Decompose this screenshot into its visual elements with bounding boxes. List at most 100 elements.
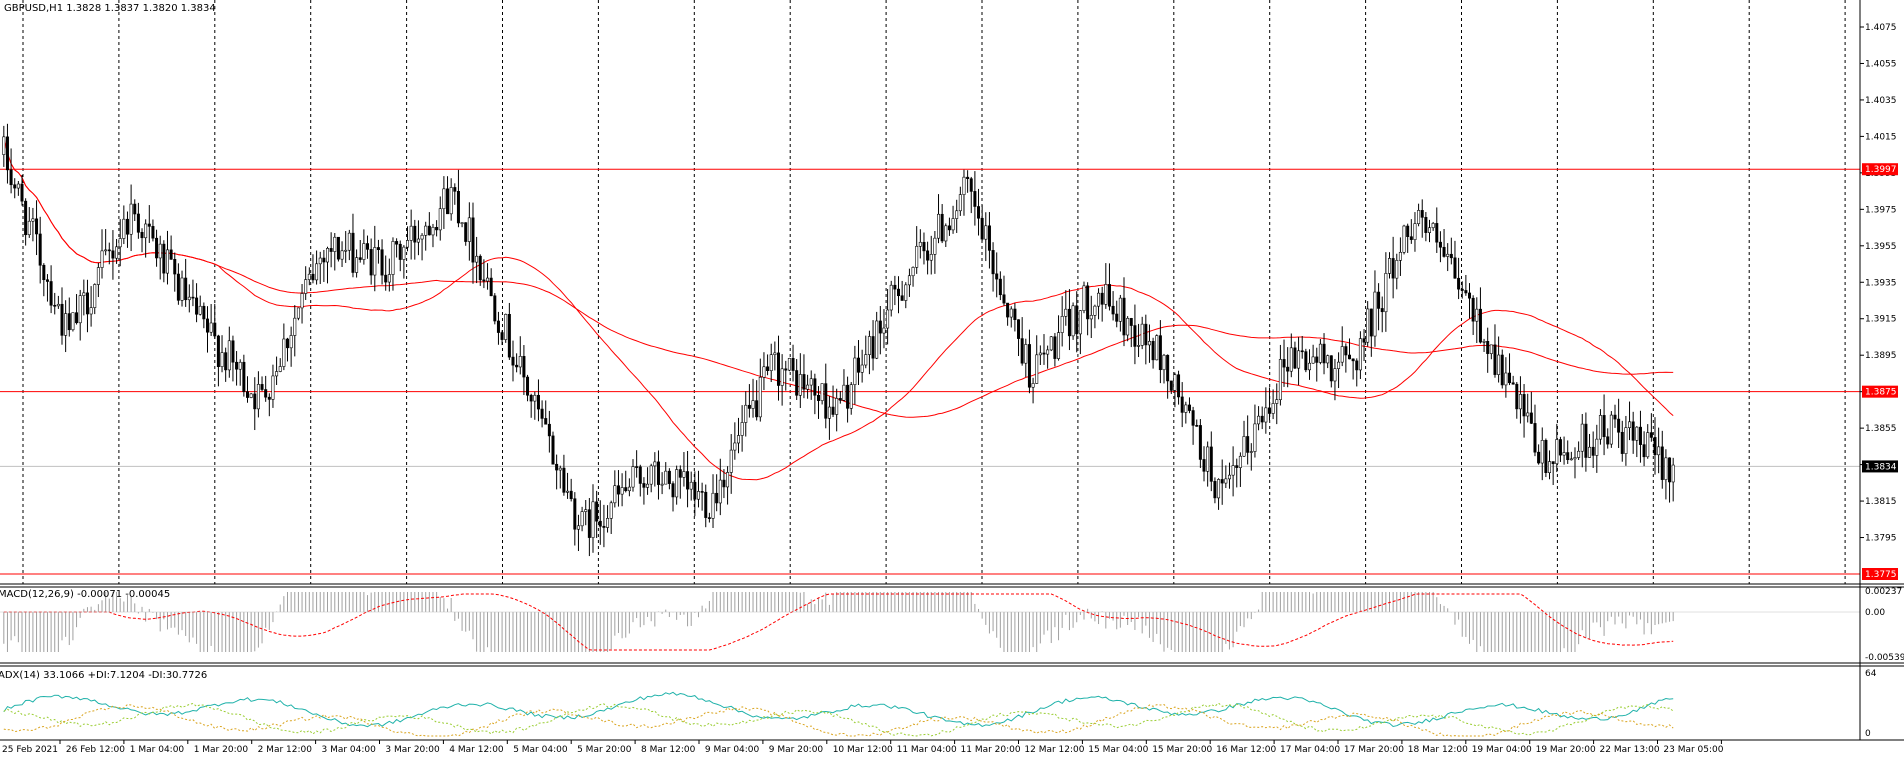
candle-body-229 [835,398,839,415]
candle-body-108 [395,241,399,245]
candle-body-46 [169,249,173,260]
candle-body-316 [1151,341,1155,361]
candle-body-25 [93,284,97,308]
time-label-4: 2 Mar 12:00 [258,745,313,755]
candle-body-459 [1671,464,1675,483]
candle-body-124 [453,187,457,192]
candle-body-125 [456,191,460,224]
candle-body-262 [955,210,959,219]
candle-body-332 [1209,446,1213,482]
horizontal-levels[interactable] [0,168,1860,575]
candle-body-372 [1355,360,1359,371]
candle-body-99 [362,243,366,260]
candle-body-380 [1384,273,1388,313]
time-label-11: 9 Mar 04:00 [705,745,760,755]
candle-body-97 [355,257,359,273]
candle-body-394 [1435,223,1439,243]
candle-body-295 [1075,305,1079,335]
candle-body-275 [1002,294,1006,304]
price-panel-header: GBPUSD,H1 1.3828 1.3837 1.3820 1.3834 [4,3,216,14]
candle-body-53 [195,297,199,315]
candle-body-210 [766,366,770,371]
candle-body-277 [1009,308,1013,318]
candle-body-223 [813,378,817,396]
candle-body-35 [129,203,133,235]
candle-body-238 [867,336,871,355]
price-tick-label-5: 1.3975 [1865,205,1897,215]
macd-signal-line [3,593,1674,651]
candle-body-327 [1191,410,1195,426]
time-label-12: 9 Mar 20:00 [769,745,824,755]
candle-body-239 [871,336,875,359]
candle-body-282 [1027,344,1031,388]
ma-slow-line [3,136,1674,418]
candle-body-272 [991,250,995,275]
candle-body-339 [1235,465,1239,468]
time-label-3: 1 Mar 20:00 [194,745,249,755]
candle-body-109 [398,243,402,260]
candle-body-114 [416,238,420,243]
candle-body-290 [1057,332,1061,359]
candle-body-213 [776,352,780,386]
price-tick-label-2: 1.4035 [1865,96,1897,106]
candle-body-457 [1664,457,1668,480]
candle-body-286 [1042,352,1046,355]
candle-body-377 [1373,291,1377,337]
candle-body-233 [849,384,853,409]
candle-body-312 [1137,345,1141,347]
candle-body-371 [1351,358,1355,362]
candle-body-86 [315,263,319,281]
candle-body-434 [1580,423,1584,452]
candle-body-187 [682,471,686,478]
candle-body-333 [1213,481,1217,499]
candle-body-418 [1522,394,1526,417]
candle-body-77 [282,338,286,367]
candle-body-135 [493,295,497,322]
candle-body-241 [878,320,882,334]
candle-body-297 [1082,285,1086,311]
candle-body-227 [827,406,831,419]
candle-body-205 [747,404,751,409]
candle-body-379 [1380,308,1384,313]
adx-indicator [3,691,1674,737]
candle-body-89 [326,248,330,263]
candle-body-40 [147,223,151,227]
candle-body-408 [1486,340,1490,354]
time-label-10: 8 Mar 12:00 [641,745,696,755]
candle-body-208 [758,376,762,418]
candle-body-44 [162,243,166,274]
candle-body-314 [1144,323,1148,346]
candle-body-353 [1286,366,1290,372]
candle-body-299 [1089,315,1093,320]
panel-frames [0,0,1904,741]
candle-body-345 [1257,415,1261,425]
candle-body-19 [71,312,75,331]
adx-panel-header: ADX(14) 33.1066 +DI:7.1204 -DI:30.7726 [0,670,207,681]
candle-body-453 [1649,432,1653,438]
candle-body-433 [1577,450,1581,458]
candle-body-18 [67,313,71,331]
candlesticks [2,123,1675,557]
candle-body-62 [227,340,231,371]
time-label-13: 10 Mar 12:00 [833,745,893,755]
candle-body-268 [977,206,981,219]
candle-body-398 [1449,253,1453,259]
candle-body-384 [1398,251,1402,261]
candle-body-399 [1453,257,1457,279]
candle-body-263 [958,194,962,212]
candle-body-167 [609,502,613,519]
candle-body-315 [1147,341,1151,346]
candle-body-324 [1180,396,1184,413]
candle-body-260 [947,225,951,231]
candle-body-32 [118,238,122,248]
candle-body-298 [1086,285,1090,320]
candle-body-128 [467,217,471,242]
candle-body-107 [391,241,395,275]
candle-body-72 [264,389,268,398]
time-label-9: 5 Mar 20:00 [577,745,632,755]
candle-body-79 [289,335,293,349]
candle-body-237 [864,354,868,366]
candle-body-403 [1468,292,1472,299]
